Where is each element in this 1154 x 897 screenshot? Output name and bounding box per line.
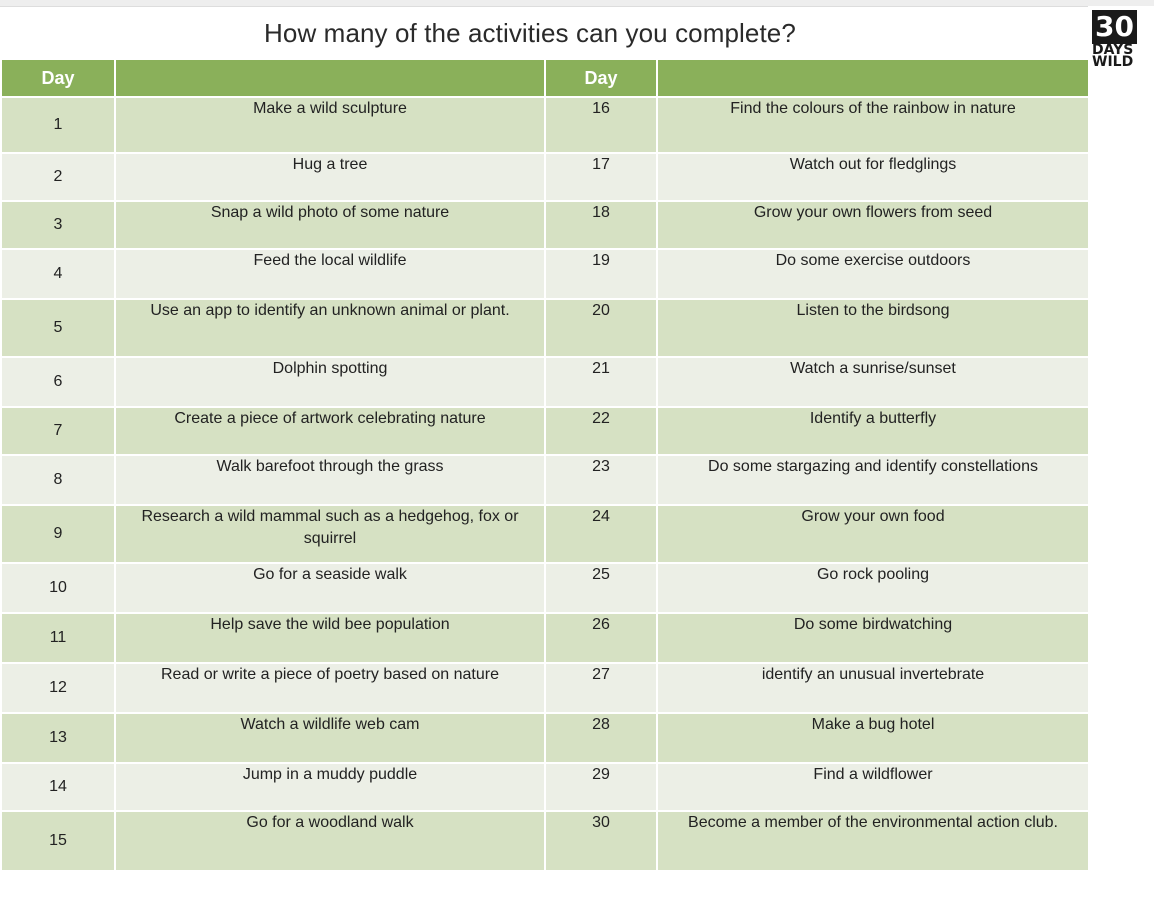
activity-left-cell: Read or write a piece of poetry based on… xyxy=(114,663,546,714)
day-left-cell: 9 xyxy=(0,505,116,564)
table-row: 5 Use an app to identify an unknown anima… xyxy=(0,299,1090,358)
table-row: 11 Help save the wild bee population 26 Do … xyxy=(0,613,1090,664)
activity-right-cell: Do some birdwatching xyxy=(656,613,1090,664)
day-right-cell: 23 xyxy=(544,455,658,506)
activity-right-cell: Grow your own food xyxy=(656,505,1090,564)
activity-right-cell: Find a wildflower xyxy=(656,763,1090,812)
logo-word-wild: WILD xyxy=(1092,54,1134,70)
day-left-cell: 12 xyxy=(0,663,116,714)
table-row: 4 Feed the local wildlife 19 Do some exerci… xyxy=(0,249,1090,300)
table-row: 3 Snap a wild photo of some nature 18 Grow … xyxy=(0,201,1090,250)
activity-left-cell: Go for a woodland walk xyxy=(114,811,546,872)
activity-left-cell: Use an app to identify an unknown animal… xyxy=(114,299,546,358)
table-row: 7 Create a piece of artwork celebrating n… xyxy=(0,407,1090,456)
activity-left-cell: Jump in a muddy puddle xyxy=(114,763,546,812)
table-header-row: Day Day xyxy=(0,60,1090,98)
activity-right-cell: Watch out for fledglings xyxy=(656,153,1090,202)
activity-right-cell: Do some stargazing and identify constell… xyxy=(656,455,1090,506)
activity-left-cell: Snap a wild photo of some nature xyxy=(114,201,546,250)
activity-left-cell: Watch a wildlife web cam xyxy=(114,713,546,764)
header-day-right: Day xyxy=(544,60,658,98)
activity-right-cell: Grow your own flowers from seed xyxy=(656,201,1090,250)
activity-right-cell: Become a member of the environmental act… xyxy=(656,811,1090,872)
table-row: 12 Read or write a piece of poetry based … xyxy=(0,663,1090,714)
table-row: 14 Jump in a muddy puddle 29 Find a wildflo… xyxy=(0,763,1090,812)
day-left-cell: 3 xyxy=(0,201,116,250)
activity-left-cell: Go for a seaside walk xyxy=(114,563,546,614)
activity-left-cell: Make a wild sculpture xyxy=(114,97,546,154)
activity-right-cell: Make a bug hotel xyxy=(656,713,1090,764)
day-left-cell: 6 xyxy=(0,357,116,408)
day-right-cell: 19 xyxy=(544,249,658,300)
header-activity-right xyxy=(656,60,1090,98)
day-left-cell: 5 xyxy=(0,299,116,358)
table-row: 13 Watch a wildlife web cam 28 Make a bug h… xyxy=(0,713,1090,764)
day-right-cell: 21 xyxy=(544,357,658,408)
activity-left-cell: Hug a tree xyxy=(114,153,546,202)
activity-left-cell: Feed the local wildlife xyxy=(114,249,546,300)
top-rule xyxy=(0,0,1154,7)
day-right-cell: 18 xyxy=(544,201,658,250)
activities-table: Day Day 1 Make a wild sculpture 16 Find the… xyxy=(0,60,1090,872)
table-row: 15 Go for a woodland walk 30 Become a membe… xyxy=(0,811,1090,872)
right-margin xyxy=(1088,6,1154,897)
day-right-cell: 26 xyxy=(544,613,658,664)
day-left-cell: 8 xyxy=(0,455,116,506)
activity-left-cell: Dolphin spotting xyxy=(114,357,546,408)
table-row: 1 Make a wild sculpture 16 Find the colours… xyxy=(0,97,1090,154)
page-title: How many of the activities can you compl… xyxy=(264,18,796,48)
day-right-cell: 17 xyxy=(544,153,658,202)
day-left-cell: 15 xyxy=(0,811,116,872)
day-left-cell: 4 xyxy=(0,249,116,300)
day-left-cell: 11 xyxy=(0,613,116,664)
table-row: 2 Hug a tree 17 Watch out for fledglings xyxy=(0,153,1090,202)
header-activity-left xyxy=(114,60,546,98)
day-right-cell: 22 xyxy=(544,407,658,456)
header-day-left: Day xyxy=(0,60,116,98)
day-right-cell: 30 xyxy=(544,811,658,872)
activity-left-cell: Create a piece of artwork celebrating na… xyxy=(114,407,546,456)
day-right-cell: 27 xyxy=(544,663,658,714)
activity-right-cell: Watch a sunrise/sunset xyxy=(656,357,1090,408)
activity-right-cell: identify an unusual invertebrate xyxy=(656,663,1090,714)
activity-left-cell: Research a wild mammal such as a hedgeho… xyxy=(114,505,546,564)
day-right-cell: 25 xyxy=(544,563,658,614)
day-left-cell: 13 xyxy=(0,713,116,764)
logo-word-days: DAYS xyxy=(1092,42,1134,58)
activity-left-cell: Walk barefoot through the grass xyxy=(114,455,546,506)
day-left-cell: 1 xyxy=(0,97,116,154)
activity-right-cell: Listen to the birdsong xyxy=(656,299,1090,358)
table-row: 8 Walk barefoot through the grass 23 Do som… xyxy=(0,455,1090,506)
day-left-cell: 14 xyxy=(0,763,116,812)
table-row: 9 Research a wild mammal such as a hedgeh… xyxy=(0,505,1090,564)
day-right-cell: 20 xyxy=(544,299,658,358)
thirty-days-wild-logo: 30 DAYS WILD xyxy=(1090,10,1148,90)
day-right-cell: 16 xyxy=(544,97,658,154)
activity-left-cell: Help save the wild bee population xyxy=(114,613,546,664)
logo-number: 30 xyxy=(1092,10,1137,44)
day-right-cell: 24 xyxy=(544,505,658,564)
day-right-cell: 29 xyxy=(544,763,658,812)
table-row: 6 Dolphin spotting 21 Watch a sunrise/sunse… xyxy=(0,357,1090,408)
day-right-cell: 28 xyxy=(544,713,658,764)
day-left-cell: 2 xyxy=(0,153,116,202)
day-left-cell: 7 xyxy=(0,407,116,456)
table-row: 10 Go for a seaside walk 25 Go rock pooling xyxy=(0,563,1090,614)
activity-right-cell: Find the colours of the rainbow in natur… xyxy=(656,97,1090,154)
activity-right-cell: Go rock pooling xyxy=(656,563,1090,614)
activity-right-cell: Identify a butterfly xyxy=(656,407,1090,456)
activity-right-cell: Do some exercise outdoors xyxy=(656,249,1090,300)
day-left-cell: 10 xyxy=(0,563,116,614)
